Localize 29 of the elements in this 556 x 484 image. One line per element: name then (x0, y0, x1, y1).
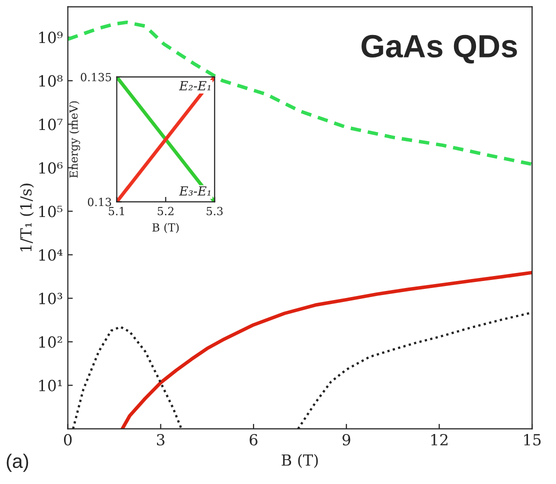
x-tick-label: 0 (64, 434, 72, 446)
x-tick-label: 9 (342, 434, 350, 446)
x-tick-label: 5.3 (206, 206, 223, 216)
annotation: E₃-E₁ (178, 186, 210, 196)
x-tick-label: 5.1 (108, 206, 124, 216)
y-tick-label: 10⁹ (39, 32, 63, 44)
x-tick-label: 15 (524, 434, 541, 446)
y-tick-label: 10⁸ (39, 75, 63, 87)
x-axis-title: B (T) (152, 223, 179, 234)
line-series (120, 270, 532, 429)
x-tick-label: 3 (156, 434, 164, 446)
annotation: GaAs QDs (362, 34, 517, 64)
y-tick-label: 10³ (39, 292, 62, 304)
y-axis-title: 1/T₁ (1/s) (20, 184, 34, 252)
annotation: E₂-E₁ (178, 81, 210, 90)
x-tick-label: 5.2 (158, 206, 174, 216)
y-tick-label: 10⁷ (39, 118, 63, 130)
y-tick-label: 0.13 (88, 198, 112, 206)
y-tick-label: 10² (39, 336, 62, 348)
y-axis-title: Energy (meV) (69, 101, 80, 178)
y-tick-label: 10⁶ (39, 162, 63, 174)
y-tick-label: 10¹ (39, 380, 62, 392)
y-tick-label: 10⁵ (39, 206, 62, 218)
y-tick-label: 10⁴ (39, 249, 62, 261)
x-tick-label: 6 (250, 434, 258, 446)
text: (a) (6, 454, 28, 472)
x-axis-title: B (T) (282, 454, 318, 468)
x-tick-label: 12 (431, 434, 448, 446)
y-tick-label: 0.135 (80, 72, 112, 82)
